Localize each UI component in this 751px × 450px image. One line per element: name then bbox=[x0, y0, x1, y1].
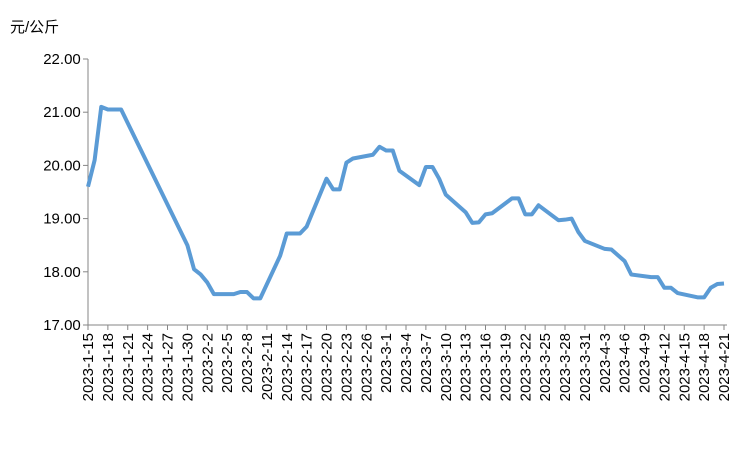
x-tick-label: 2023-4-15 bbox=[676, 333, 693, 401]
x-tick-label: 2023-3-16 bbox=[478, 333, 495, 401]
y-tick-label: 17.00 bbox=[43, 317, 81, 334]
x-tick-label: 2023-4-3 bbox=[597, 333, 614, 393]
x-tick-label: 2023-2-14 bbox=[279, 333, 296, 401]
x-tick-label: 2023-2-17 bbox=[299, 333, 316, 401]
x-tick-label: 2023-2-26 bbox=[358, 333, 375, 401]
x-tick-label: 2023-4-9 bbox=[637, 333, 654, 393]
x-tick-label: 2023-3-31 bbox=[577, 333, 594, 401]
x-tick-label: 2023-2-11 bbox=[259, 333, 276, 400]
y-tick-label: 18.00 bbox=[43, 264, 81, 281]
x-tick-label: 2023-2-23 bbox=[338, 333, 355, 401]
x-tick-label: 2023-4-6 bbox=[617, 333, 634, 393]
x-tick-label: 2023-3-13 bbox=[458, 333, 475, 401]
x-tick-label: 2023-1-30 bbox=[179, 333, 196, 401]
x-tick-label: 2023-3-10 bbox=[438, 333, 455, 401]
x-tick-label: 2023-3-4 bbox=[398, 333, 415, 393]
x-tick-label: 2023-4-21 bbox=[716, 333, 733, 401]
x-tick-label: 2023-4-18 bbox=[696, 333, 713, 401]
x-tick-label: 2023-3-28 bbox=[557, 333, 574, 401]
x-tick-label: 2023-3-1 bbox=[378, 333, 395, 393]
x-tick-label: 2023-1-18 bbox=[100, 333, 117, 401]
x-tick-label: 2023-3-25 bbox=[537, 333, 554, 401]
x-tick-label: 2023-1-15 bbox=[80, 333, 97, 401]
line bbox=[86, 104, 725, 301]
y-tick-label: 21.00 bbox=[43, 104, 81, 121]
x-tick-label: 2023-1-27 bbox=[160, 333, 177, 401]
y-axis-title: 元/公斤 bbox=[10, 19, 59, 36]
x-tick-label: 2023-3-19 bbox=[497, 333, 514, 401]
y-tick-label: 22.00 bbox=[43, 51, 81, 68]
y-tick-label: 19.00 bbox=[43, 211, 81, 228]
x-tick-label: 2023-1-21 bbox=[120, 333, 137, 401]
y-tick-label: 20.00 bbox=[43, 157, 81, 174]
x-tick-label: 2023-3-7 bbox=[418, 333, 435, 393]
x-tick-label: 2023-2-20 bbox=[319, 333, 336, 401]
x-tick-label: 2023-4-12 bbox=[656, 333, 673, 401]
x-tick-label: 2023-3-22 bbox=[517, 333, 534, 401]
x-tick-label: 2023-2-5 bbox=[219, 333, 236, 393]
x-tick-label: 2023-2-2 bbox=[199, 333, 216, 393]
x-tick-label: 2023-1-24 bbox=[140, 333, 157, 401]
x-tick-label: 2023-2-8 bbox=[239, 333, 256, 393]
